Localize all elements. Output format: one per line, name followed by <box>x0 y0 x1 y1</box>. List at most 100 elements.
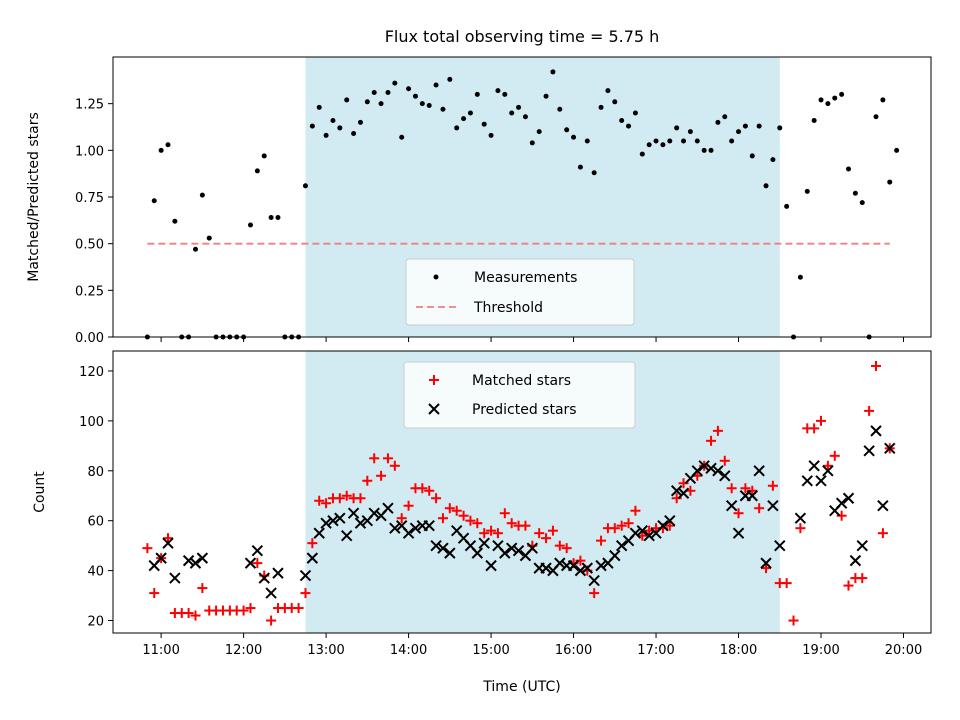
legend-plus-glyph <box>429 375 439 385</box>
matched-star-point <box>843 580 854 591</box>
predicted-star-point <box>863 445 875 457</box>
y-tick-label: 1.00 <box>75 144 104 159</box>
matched-star-point <box>396 513 407 524</box>
matched-star-point <box>355 493 366 504</box>
predicted-star-point <box>664 514 676 527</box>
measurement-point <box>715 119 721 125</box>
matched-star-point <box>437 513 448 524</box>
predicted-star-point <box>698 460 710 472</box>
measurement-point <box>818 97 824 103</box>
measurement-point <box>316 104 322 110</box>
measurement-point <box>433 82 439 88</box>
measurement-point <box>158 147 164 153</box>
measurement-point <box>522 114 528 120</box>
predicted-star-point <box>382 502 394 514</box>
y-tick-label: 60 <box>87 515 104 530</box>
predicted-star-point <box>485 559 497 572</box>
measurement-point <box>474 91 480 97</box>
matched-star-point <box>871 360 882 371</box>
legend-x-glyph <box>428 403 440 415</box>
measurement-point <box>192 246 198 252</box>
measurement-point <box>206 235 212 241</box>
matched-star-point <box>547 525 558 536</box>
measurement-point <box>364 99 370 105</box>
measurement-point <box>254 168 260 174</box>
matched-star-point <box>816 415 827 426</box>
matched-star-point <box>314 495 325 506</box>
chart-title: Flux total observing time = 5.75 h <box>385 27 660 46</box>
measurement-point <box>172 218 178 224</box>
y-tick-label: 120 <box>79 365 104 380</box>
matched-star-point <box>554 540 565 551</box>
count-axes-frame <box>112 350 932 634</box>
measurement-point <box>440 106 446 112</box>
predicted-star-point <box>196 552 209 564</box>
count-series <box>142 360 896 626</box>
predicted-star-point <box>677 487 690 499</box>
predicted-star-point <box>368 507 380 519</box>
predicted-star-point <box>670 485 683 497</box>
matched-star-point <box>596 535 607 546</box>
predicted-star-point <box>182 554 195 567</box>
matched-star-point <box>183 608 194 619</box>
measurement-point <box>199 192 205 198</box>
predicted-star-point <box>258 572 270 584</box>
measurement-point <box>392 80 398 86</box>
matched-star-point <box>334 493 345 504</box>
matched-star-point <box>864 405 875 416</box>
matched-star-point <box>382 453 393 464</box>
x-tick-label: 17:00 <box>637 643 674 658</box>
measurement-point <box>660 142 666 148</box>
measurement-point <box>309 123 315 129</box>
y-tick-label: 0.25 <box>75 284 104 299</box>
legend-measurements-marker <box>433 274 439 280</box>
measurement-point <box>763 183 769 189</box>
predicted-star-point <box>581 562 594 574</box>
measurement-point <box>887 179 893 185</box>
predicted-star-point <box>313 527 325 539</box>
predicted-star-point <box>354 517 367 529</box>
predicted-star-point <box>444 547 456 559</box>
x-tick-label: 15:00 <box>472 643 509 658</box>
matched-star-point <box>733 508 744 519</box>
matched-star-point <box>403 500 414 511</box>
predicted-star-point <box>526 542 539 554</box>
predicted-star-point <box>815 475 827 487</box>
matched-star-point <box>616 520 627 531</box>
predicted-star-point <box>251 544 264 557</box>
measurement-point <box>852 190 858 196</box>
measurement-point <box>385 89 391 95</box>
matched-star-point <box>362 475 373 486</box>
measurement-point <box>626 123 632 129</box>
matched-star-point <box>761 563 772 574</box>
matched-star-point <box>149 588 160 599</box>
measurement-point <box>275 215 281 221</box>
predicted-star-point <box>794 512 807 524</box>
predicted-star-point <box>801 475 813 487</box>
y-tick-label: 0.75 <box>75 191 104 206</box>
measurement-point <box>646 142 652 148</box>
measurement-point <box>749 153 755 159</box>
predicted-star-point <box>540 562 552 574</box>
measurements-series <box>144 69 900 340</box>
predicted-star-point <box>341 529 353 542</box>
predicted-star-point <box>155 552 167 564</box>
predicted-star-point <box>849 554 862 567</box>
matched-star-point <box>162 533 173 544</box>
legend-matched-marker <box>429 375 439 385</box>
matched-star-point <box>630 505 641 516</box>
measurement-point <box>846 166 852 172</box>
predicted-star-point <box>719 470 731 482</box>
matched-star-point <box>561 543 572 554</box>
y-tick-label: 0.00 <box>75 331 104 346</box>
predicted-star-point <box>691 465 703 477</box>
predicted-star-point <box>767 500 779 512</box>
matched-star-point <box>836 510 847 521</box>
measurement-point <box>550 69 556 75</box>
measurement-point <box>756 123 762 129</box>
x-tick-label: 18:00 <box>720 643 757 658</box>
measurement-point <box>516 104 522 110</box>
matched-star-point <box>534 528 545 539</box>
measurement-point <box>330 117 336 123</box>
matched-star-point <box>809 423 820 434</box>
